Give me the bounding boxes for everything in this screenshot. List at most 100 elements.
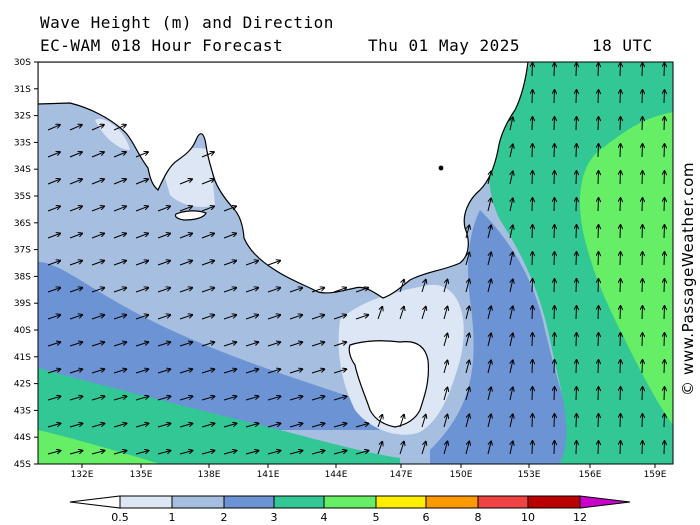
lat-label: 41S bbox=[14, 353, 31, 363]
colorbar-segment bbox=[273, 495, 325, 509]
lon-label: 141E bbox=[257, 470, 280, 480]
wave-direction-arrow bbox=[576, 414, 577, 428]
wave-direction-arrow bbox=[245, 451, 259, 455]
land-mainland bbox=[38, 62, 529, 299]
wave-direction-arrow bbox=[399, 415, 404, 428]
wave-direction-arrow bbox=[91, 179, 104, 185]
wave-direction-arrow bbox=[598, 333, 599, 347]
wave-direction-arrow bbox=[355, 423, 369, 428]
wave-direction-arrow bbox=[377, 307, 382, 320]
colorbar-label: 3 bbox=[271, 511, 278, 524]
wave-direction-arrow bbox=[47, 179, 60, 185]
lon-label: 153E bbox=[518, 470, 541, 480]
wave-direction-arrow bbox=[598, 198, 599, 212]
lat-label: 42S bbox=[14, 380, 31, 390]
wave-direction-arrow bbox=[510, 360, 513, 374]
wave-direction-arrow bbox=[443, 388, 448, 401]
wave-direction-arrow bbox=[223, 369, 236, 374]
wave-direction-arrow bbox=[333, 315, 346, 320]
wave-direction-arrow bbox=[487, 387, 491, 401]
latitude-labels: 30S 31S 32S 33S 34S 35S 36S 37S 38S 39S 40S 41S 42S 4… bbox=[14, 58, 38, 470]
wave-direction-arrow bbox=[620, 414, 621, 428]
wave-direction-arrow bbox=[333, 451, 347, 455]
wave-direction-arrow bbox=[201, 451, 215, 455]
wave-direction-arrow bbox=[69, 396, 83, 401]
colorbar-segment bbox=[323, 495, 377, 509]
wave-direction-arrow bbox=[487, 252, 491, 266]
lat-label: 36S bbox=[14, 219, 31, 229]
wave-direction-arrow bbox=[443, 415, 448, 428]
wave-direction-arrow bbox=[223, 233, 236, 239]
wave-direction-arrow bbox=[223, 206, 236, 212]
wave-direction-arrow bbox=[487, 306, 491, 320]
wave-direction-arrow bbox=[642, 441, 643, 455]
wave-direction-arrow bbox=[642, 171, 643, 185]
wave-direction-arrow bbox=[664, 387, 665, 401]
wave-direction-arrow bbox=[620, 360, 621, 374]
wave-direction-arrow bbox=[487, 360, 491, 374]
wave-direction-arrow bbox=[201, 396, 215, 401]
lat-label: 34S bbox=[14, 165, 31, 175]
wave-direction-arrow bbox=[487, 414, 491, 428]
wave-direction-arrow bbox=[69, 342, 82, 347]
wave-direction-arrow bbox=[47, 396, 61, 401]
wave-direction-arrow bbox=[510, 279, 513, 293]
land-lord-howe-island bbox=[438, 165, 444, 171]
wave-direction-arrow bbox=[179, 396, 193, 401]
wave-band-4-5m-east bbox=[580, 112, 673, 425]
wave-direction-arrow bbox=[576, 387, 577, 401]
wave-direction-arrow bbox=[598, 117, 599, 131]
wave-direction-arrow bbox=[135, 451, 149, 455]
colorbar-segment bbox=[171, 495, 225, 509]
wave-direction-arrow bbox=[510, 144, 513, 158]
wave-direction-arrow bbox=[664, 63, 665, 77]
wave-direction-arrow bbox=[333, 288, 346, 293]
wave-direction-arrow bbox=[465, 441, 469, 455]
wave-direction-arrow bbox=[245, 288, 258, 293]
wave-direction-arrow bbox=[421, 307, 426, 320]
wave-direction-arrow bbox=[135, 152, 148, 158]
wave-direction-arrow bbox=[113, 288, 126, 293]
wave-direction-arrow bbox=[465, 306, 469, 320]
wave-direction-arrow bbox=[113, 396, 127, 401]
wave-direction-arrow bbox=[69, 369, 82, 374]
wave-direction-arrow bbox=[157, 315, 170, 320]
wave-direction-arrow bbox=[179, 315, 192, 320]
wave-direction-arrow bbox=[311, 369, 324, 374]
wave-direction-arrow bbox=[179, 369, 192, 374]
wave-direction-arrow bbox=[69, 288, 82, 293]
wave-direction-arrow bbox=[664, 90, 665, 104]
colorbar-label: 12 bbox=[573, 511, 587, 524]
wave-direction-arrow bbox=[157, 261, 170, 266]
wave-direction-arrow bbox=[664, 198, 665, 212]
wave-direction-arrow bbox=[664, 414, 665, 428]
wave-direction-arrow bbox=[311, 288, 324, 293]
wave-direction-arrow bbox=[620, 90, 621, 104]
wave-direction-arrow bbox=[47, 125, 60, 131]
wave-direction-arrow bbox=[554, 90, 555, 104]
wave-direction-arrow bbox=[223, 261, 236, 266]
wave-direction-arrow bbox=[598, 306, 599, 320]
colorbar-segment bbox=[425, 495, 479, 509]
wave-direction-arrow bbox=[69, 125, 82, 131]
wave-direction-arrow bbox=[664, 225, 665, 239]
wave-direction-arrow bbox=[487, 441, 491, 455]
wave-direction-arrow bbox=[487, 171, 491, 185]
wave-direction-arrow bbox=[421, 415, 426, 428]
wave-direction-arrow bbox=[91, 288, 104, 293]
wave-direction-arrow bbox=[399, 442, 404, 455]
wave-direction-arrow bbox=[510, 225, 513, 239]
wave-direction-arrow bbox=[576, 117, 577, 131]
wave-direction-arrow bbox=[598, 90, 599, 104]
wave-direction-arrow bbox=[642, 117, 643, 131]
wave-direction-arrow bbox=[333, 423, 347, 428]
wave-direction-arrow bbox=[377, 442, 382, 455]
wave-band-2-3m-east bbox=[430, 210, 575, 464]
wave-direction-arrow bbox=[223, 288, 236, 293]
wave-direction-arrow bbox=[135, 233, 148, 239]
wave-direction-arrow bbox=[532, 306, 533, 320]
lon-label: 159E bbox=[644, 470, 667, 480]
forecast-date: Thu 01 May 2025 bbox=[368, 36, 520, 55]
lon-label: 156E bbox=[579, 470, 602, 480]
wave-direction-arrow bbox=[223, 396, 237, 401]
